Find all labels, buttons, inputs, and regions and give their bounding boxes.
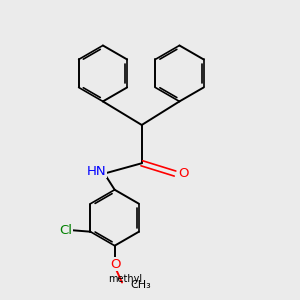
Text: CH₃: CH₃	[131, 280, 152, 290]
Text: O: O	[110, 258, 121, 271]
Text: O: O	[178, 167, 188, 180]
Text: methyl: methyl	[108, 274, 142, 284]
Text: Cl: Cl	[59, 224, 72, 237]
Text: HN: HN	[86, 165, 106, 178]
